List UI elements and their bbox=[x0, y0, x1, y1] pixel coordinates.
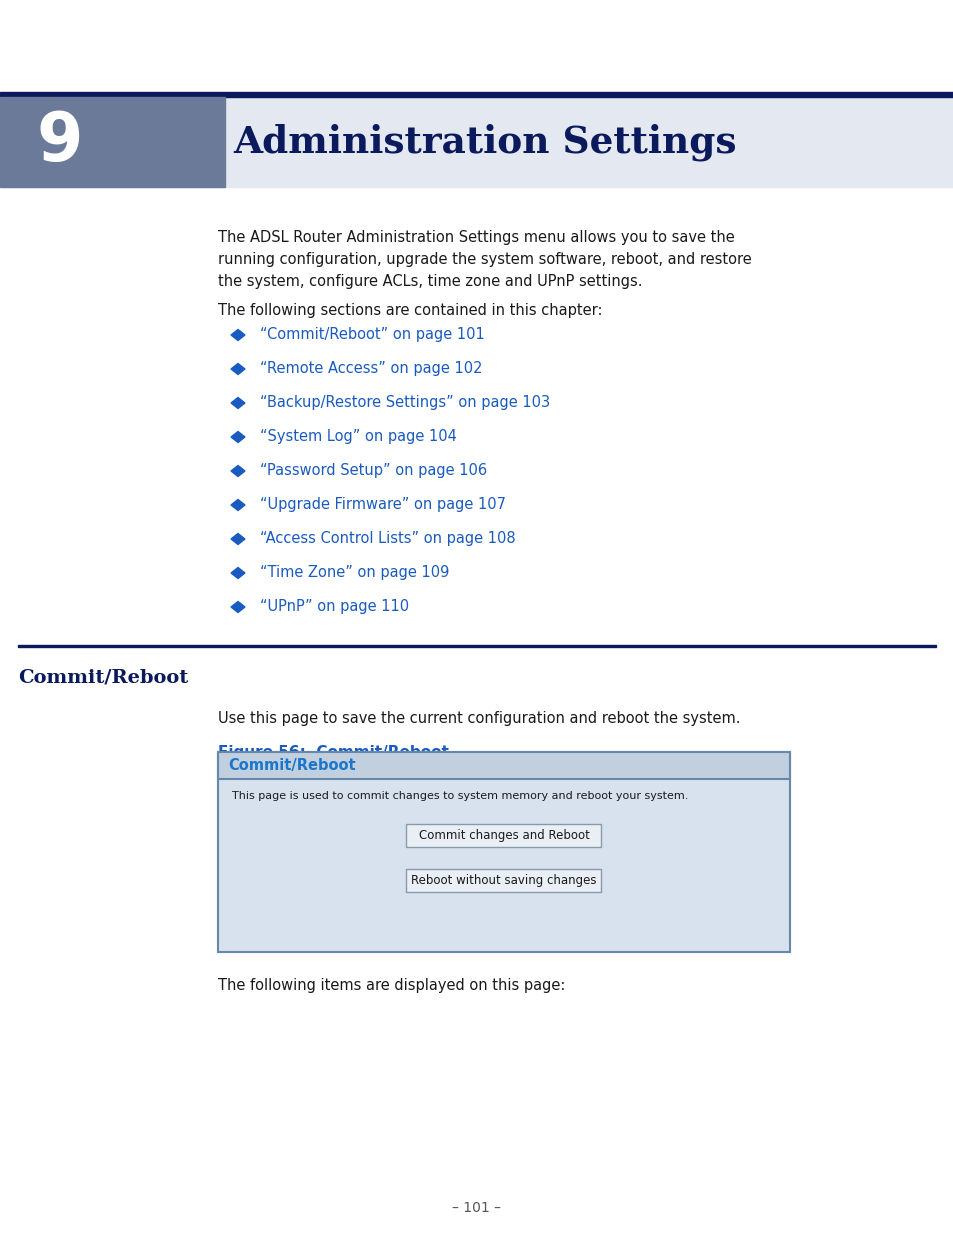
Text: Administration Settings: Administration Settings bbox=[233, 124, 736, 161]
Text: “Time Zone” on page 109: “Time Zone” on page 109 bbox=[260, 566, 449, 580]
Text: Commit/Reboot: Commit/Reboot bbox=[228, 758, 355, 773]
Text: Reboot without saving changes: Reboot without saving changes bbox=[411, 874, 597, 887]
Polygon shape bbox=[231, 499, 245, 510]
Bar bbox=[0, 98, 953, 186]
Text: 9: 9 bbox=[37, 109, 83, 175]
Polygon shape bbox=[231, 363, 245, 374]
Bar bbox=[218, 752, 789, 952]
Bar bbox=[0, 98, 225, 186]
Text: “Remote Access” on page 102: “Remote Access” on page 102 bbox=[260, 362, 482, 377]
Text: “Access Control Lists” on page 108: “Access Control Lists” on page 108 bbox=[260, 531, 515, 547]
Text: Use this page to save the current configuration and reboot the system.: Use this page to save the current config… bbox=[218, 711, 740, 726]
Polygon shape bbox=[231, 330, 245, 341]
Polygon shape bbox=[231, 466, 245, 477]
Text: “Commit/Reboot” on page 101: “Commit/Reboot” on page 101 bbox=[260, 327, 484, 342]
Text: The following items are displayed on this page:: The following items are displayed on thi… bbox=[218, 978, 565, 993]
Bar bbox=[18, 645, 935, 647]
Polygon shape bbox=[231, 568, 245, 578]
Text: “UPnP” on page 110: “UPnP” on page 110 bbox=[260, 599, 409, 615]
Polygon shape bbox=[231, 534, 245, 545]
Bar bbox=[0, 91, 953, 98]
Text: Figure 56:  Commit/Reboot: Figure 56: Commit/Reboot bbox=[218, 745, 449, 760]
Text: “Password Setup” on page 106: “Password Setup” on page 106 bbox=[260, 463, 487, 478]
Text: Commit/Reboot: Commit/Reboot bbox=[18, 668, 188, 685]
Text: “System Log” on page 104: “System Log” on page 104 bbox=[260, 430, 456, 445]
Text: The following sections are contained in this chapter:: The following sections are contained in … bbox=[218, 303, 602, 317]
Bar bbox=[406, 869, 601, 892]
Polygon shape bbox=[231, 431, 245, 442]
Text: This page is used to commit changes to system memory and reboot your system.: This page is used to commit changes to s… bbox=[232, 790, 688, 802]
Polygon shape bbox=[231, 601, 245, 613]
Polygon shape bbox=[231, 398, 245, 409]
Bar bbox=[0, 0, 953, 95]
Text: The ADSL Router Administration Settings menu allows you to save the
running conf: The ADSL Router Administration Settings … bbox=[218, 230, 751, 289]
Text: – 101 –: – 101 – bbox=[452, 1200, 501, 1215]
Bar bbox=[406, 824, 601, 847]
Bar bbox=[218, 752, 789, 779]
Text: “Upgrade Firmware” on page 107: “Upgrade Firmware” on page 107 bbox=[260, 498, 505, 513]
Text: Commit changes and Reboot: Commit changes and Reboot bbox=[418, 829, 589, 842]
Text: “Backup/Restore Settings” on page 103: “Backup/Restore Settings” on page 103 bbox=[260, 395, 550, 410]
